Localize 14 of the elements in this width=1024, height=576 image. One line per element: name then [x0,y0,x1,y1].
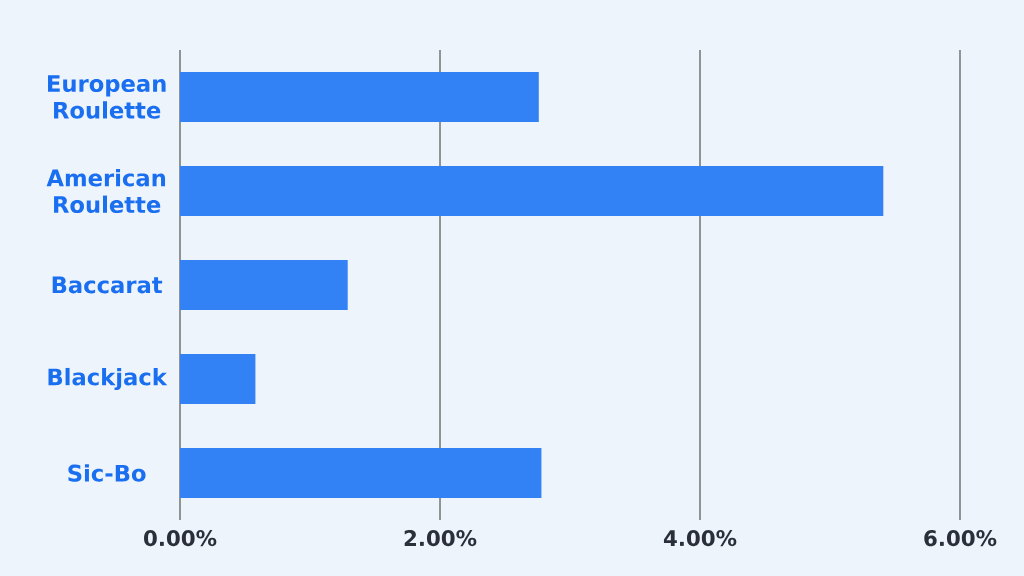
bar [180,448,542,499]
y-tick-label: European Roulette [48,75,166,119]
y-tick-label: Blackjack [48,367,168,391]
bar [180,260,348,311]
bar [180,166,884,217]
bar [180,72,539,123]
x-tick-label: 0.00% [144,530,217,547]
y-tick-label: American Roulette [46,168,166,214]
x-tick-label: 4.00% [663,530,737,547]
x-tick-label: 2.00% [404,530,477,547]
bar [180,354,256,405]
y-tick-label: Baccarat [52,276,163,294]
y-tick-label: Sic-Bo [68,464,146,482]
x-tick-label: 6.00% [924,530,997,547]
